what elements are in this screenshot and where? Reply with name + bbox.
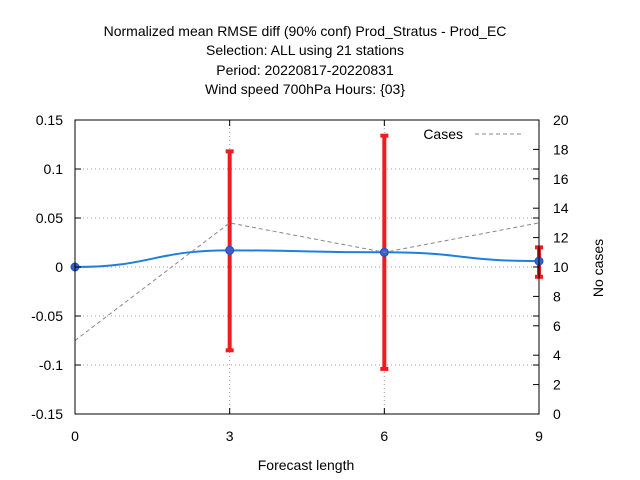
grid — [75, 120, 539, 414]
y2-tick-label: 16 — [553, 171, 569, 187]
y2-tick-label: 8 — [553, 288, 561, 304]
y-tick-label: 0.1 — [44, 161, 64, 177]
title-line-2: Selection: ALL using 21 stations — [206, 42, 404, 58]
series-layer — [70, 133, 544, 371]
y2-tick-label: 14 — [553, 200, 569, 216]
y2-tick-label: 0 — [553, 406, 561, 422]
series-line-rmse-diff — [74, 249, 540, 268]
y-tick-label: -0.05 — [31, 308, 63, 324]
axes: 0.150.10.050-0.05-0.1-0.150 3 6 92018161412… — [31, 112, 569, 444]
y2-tick-label: 20 — [553, 112, 569, 128]
x-tick-label: 6 — [380, 428, 388, 444]
x-tick-label: 3 — [226, 428, 234, 444]
y2-tick-label: 12 — [553, 230, 569, 246]
data-point — [225, 245, 235, 255]
title-line-3: Period: 20220817-20220831 — [216, 62, 394, 78]
x-tick-label: 0 — [71, 428, 79, 444]
y-tick-label: 0.05 — [36, 210, 63, 226]
y2-tick-label: 2 — [553, 377, 561, 393]
y2-tick-label: 6 — [553, 318, 561, 334]
y-tick-label: -0.1 — [39, 357, 63, 373]
plot-frame — [74, 119, 540, 415]
legend: Cases — [423, 126, 521, 142]
y2-tick-label: 10 — [553, 259, 569, 275]
y2-axis-label: No cases — [590, 239, 606, 297]
x-tick-label: 9 — [535, 428, 543, 444]
y-tick-label: 0.15 — [36, 112, 63, 128]
y2-tick-label: 18 — [553, 141, 569, 157]
title-line-1: Normalized mean RMSE diff (90% conf) Pro… — [104, 23, 507, 39]
y2-tick-label: 4 — [553, 347, 561, 363]
legend-label-cases: Cases — [423, 126, 463, 142]
y-tick-label: 0 — [55, 259, 63, 275]
chart-title: Normalized mean RMSE diff (90% conf) Pro… — [104, 23, 507, 97]
y-tick-label: -0.15 — [31, 406, 63, 422]
x-axis-label: Forecast length — [258, 457, 355, 473]
series-line-cases — [74, 222, 540, 341]
title-line-4: Wind speed 700hPa Hours: {03} — [205, 81, 405, 97]
